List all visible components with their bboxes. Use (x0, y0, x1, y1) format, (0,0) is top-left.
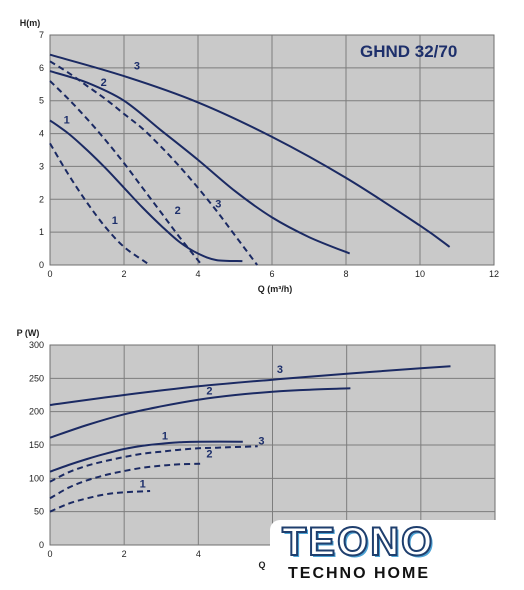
x-tick-label: 4 (196, 549, 201, 559)
curve-number-label: 3 (134, 61, 140, 73)
y-tick-label: 150 (29, 440, 44, 450)
brand-name: TEONO (281, 519, 435, 565)
series-3-dashed-line (49, 445, 258, 483)
series-3-dashed-line (49, 60, 258, 266)
x-tick-label: 2 (121, 269, 126, 279)
series-1-solid-line (49, 440, 243, 473)
y-tick-label: 1 (39, 227, 44, 237)
series-3-solid-line (49, 53, 451, 248)
y-tick-label: 2 (39, 194, 44, 204)
y-tick-label: 3 (39, 161, 44, 171)
x-tick-label: 8 (343, 269, 348, 279)
x-tick-label: 4 (195, 269, 200, 279)
curve-number-label: 1 (162, 431, 168, 443)
curve-number-label: 2 (206, 449, 212, 461)
y-tick-label: 6 (39, 63, 44, 73)
curve-number-label: 1 (140, 479, 146, 491)
x-tick-label: 0 (47, 269, 52, 279)
x-axis-label: Q (m³/h) (258, 284, 293, 294)
curve-number-label: 1 (112, 215, 118, 227)
curve-number-label: 2 (101, 77, 107, 89)
y-axis-label: P (W) (17, 328, 40, 338)
series-1-dashed-line (49, 142, 151, 266)
y-axis-label: H(m) (20, 18, 41, 28)
curve-number-label: 2 (175, 205, 181, 217)
y-tick-label: 5 (39, 96, 44, 106)
y-tick-label: 0 (39, 260, 44, 270)
series-2-dashed-line (49, 80, 203, 266)
chart-title: GHND 32/70 (360, 42, 457, 61)
y-tick-label: 4 (39, 129, 44, 139)
y-tick-label: 0 (39, 540, 44, 550)
y-tick-label: 300 (29, 340, 44, 350)
y-tick-label: 200 (29, 407, 44, 417)
curve-number-label: 2 (206, 385, 212, 397)
brand-tagline: TECHNO HOME (288, 565, 430, 582)
x-tick-label: 12 (489, 269, 499, 279)
y-tick-label: 250 (29, 373, 44, 383)
curve-number-label: 1 (64, 115, 70, 127)
x-tick-label: 2 (122, 549, 127, 559)
brand-logo: TEONO TECHNO HOME (270, 519, 524, 590)
curve-number-label: 3 (258, 435, 264, 447)
y-tick-label: 50 (34, 507, 44, 517)
curve-number-label: 3 (277, 364, 283, 376)
series-2-dashed-line (49, 462, 203, 500)
series-3-solid-line (49, 365, 451, 406)
x-axis-label: Q (258, 560, 265, 570)
series-1-solid-line (49, 119, 243, 263)
series-2-solid-line (49, 70, 351, 255)
series-2-solid-line (49, 387, 351, 439)
y-tick-label: 100 (29, 473, 44, 483)
curve-number-label: 3 (215, 199, 221, 211)
x-tick-label: 10 (415, 269, 425, 279)
x-tick-label: 0 (47, 549, 52, 559)
y-tick-label: 7 (39, 30, 44, 40)
x-tick-label: 6 (269, 269, 274, 279)
